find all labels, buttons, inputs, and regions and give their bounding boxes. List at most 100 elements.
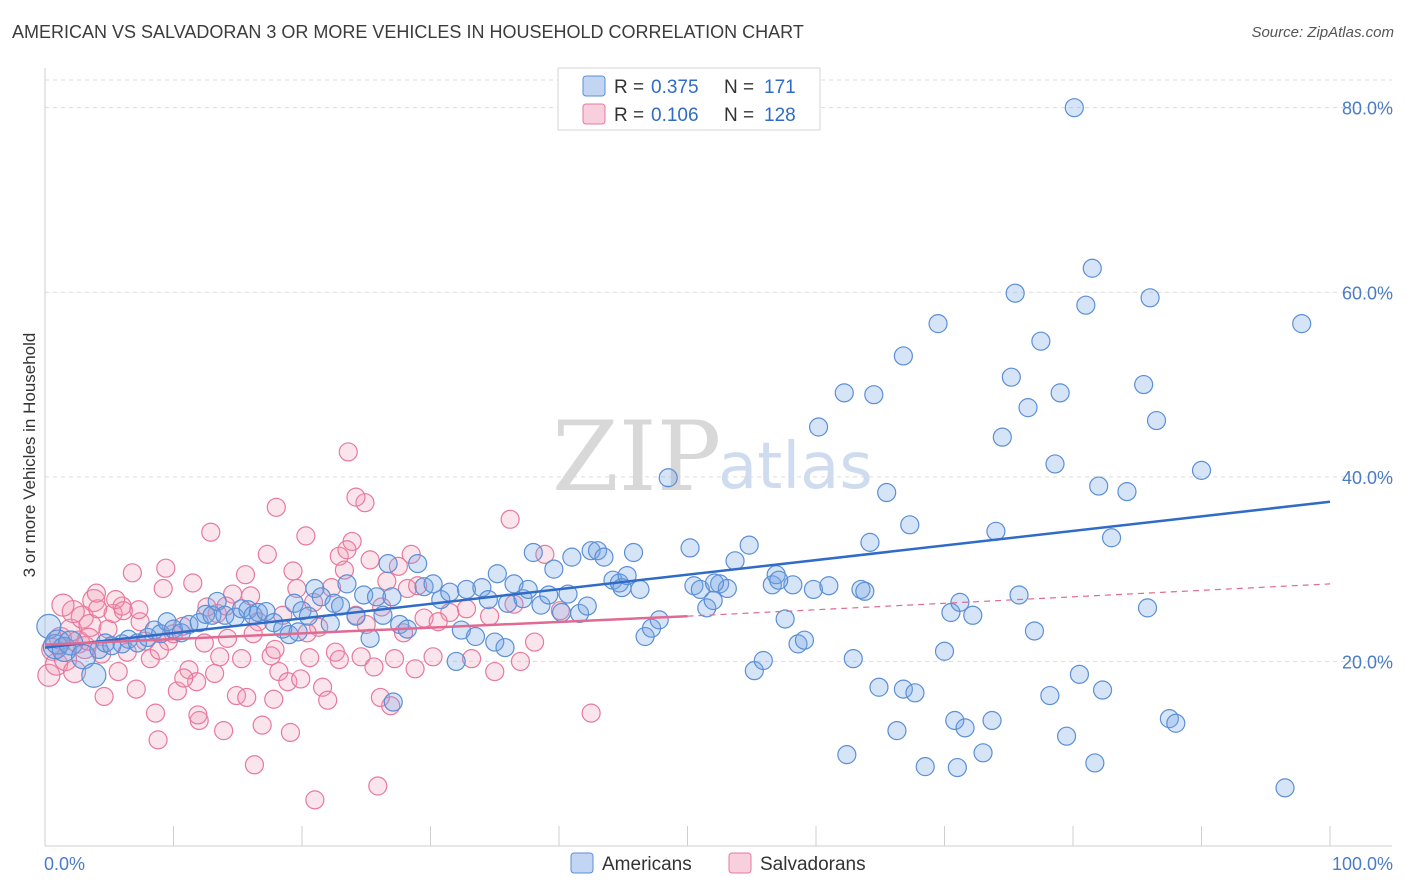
american-point-70 xyxy=(531,595,551,615)
legend-n-value-2: 128 xyxy=(764,105,796,126)
american-point-56 xyxy=(446,651,466,672)
american-point-80 xyxy=(594,547,614,567)
american-point-144 xyxy=(1045,454,1065,474)
correlation-legend: R = 0.375 N = 171 R = 0.106 N = 128 xyxy=(557,67,821,131)
salvadoran-point-80 xyxy=(384,649,405,669)
american-point-119 xyxy=(877,482,897,503)
salvadoran-point-58 xyxy=(291,669,311,689)
salvadoran-point-111 xyxy=(264,689,284,709)
salvadoran-point-98 xyxy=(243,624,263,644)
american-point-162 xyxy=(1275,778,1295,798)
salvadoran-point-45 xyxy=(235,565,256,585)
salvadoran-point-116 xyxy=(462,649,482,669)
salvadoran-point-119 xyxy=(174,668,194,688)
american-point-93 xyxy=(690,579,710,600)
american-point-90 xyxy=(658,468,678,488)
source-label: Source: ZipAtlas.com xyxy=(1251,24,1394,41)
american-point-63 xyxy=(487,564,507,584)
series-label-americans: Americans xyxy=(602,854,692,875)
salvadoran-point-34 xyxy=(187,672,207,692)
american-point-85 xyxy=(623,542,644,563)
salvadoran-point-64 xyxy=(318,690,338,710)
american-point-92 xyxy=(684,576,704,596)
american-point-75 xyxy=(562,547,582,567)
american-point-72 xyxy=(544,559,564,579)
legend-r-value-2: 0.106 xyxy=(651,105,699,126)
american-point-111 xyxy=(834,383,854,403)
salvadoran-point-123 xyxy=(266,497,286,517)
salvadorans-points xyxy=(37,442,601,810)
american-point-105 xyxy=(783,575,803,595)
american-point-132 xyxy=(963,605,983,625)
american-point-143 xyxy=(1040,685,1060,706)
american-point-166 xyxy=(383,692,403,712)
y-tick-label-60: 60.0% xyxy=(1342,283,1393,303)
legend-r-label-1: R = xyxy=(614,77,644,98)
american-point-152 xyxy=(1092,680,1113,700)
american-point-165 xyxy=(288,622,308,642)
legend-n-value-1: 171 xyxy=(764,77,796,98)
salvadoran-point-47 xyxy=(244,755,265,775)
salvadoran-point-21 xyxy=(126,679,146,699)
american-point-69 xyxy=(523,542,543,563)
american-point-135 xyxy=(986,521,1006,541)
legend-n-label-2: N = xyxy=(724,105,754,126)
salvadoran-point-92 xyxy=(510,651,531,672)
american-point-42 xyxy=(337,574,357,594)
american-point-104 xyxy=(775,609,795,629)
salvadoran-point-38 xyxy=(205,663,225,684)
american-point-163 xyxy=(1292,314,1312,334)
salvadoran-point-93 xyxy=(524,632,545,652)
american-point-141 xyxy=(1024,621,1045,641)
x-tick-label-min: 0.0% xyxy=(44,854,85,874)
american-point-145 xyxy=(1050,383,1070,403)
salvadoran-point-86 xyxy=(423,647,443,667)
salvadoran-point-121 xyxy=(86,583,107,603)
salvadoran-point-37 xyxy=(201,522,221,542)
series-label-salvadorans: Salvadorans xyxy=(760,854,866,875)
legend-n-label-1: N = xyxy=(724,77,754,98)
american-point-140 xyxy=(1018,398,1038,418)
american-point-68 xyxy=(518,579,538,600)
salvadoran-point-108 xyxy=(149,640,169,660)
salvadoran-point-39 xyxy=(210,647,230,667)
american-point-76 xyxy=(569,603,590,624)
y-tick-label-40: 40.0% xyxy=(1342,468,1393,488)
american-point-133 xyxy=(973,743,993,763)
american-point-151 xyxy=(1089,476,1109,496)
american-point-64 xyxy=(495,637,515,658)
american-point-106 xyxy=(788,634,808,654)
salvadoran-point-96 xyxy=(581,703,601,723)
salvadoran-point-75 xyxy=(364,657,384,677)
american-point-0 xyxy=(36,613,62,639)
legend-swatch-americans xyxy=(582,75,606,97)
american-point-66 xyxy=(504,574,524,594)
american-point-51 xyxy=(408,553,428,574)
american-point-170 xyxy=(947,757,967,778)
american-point-16 xyxy=(157,612,177,632)
salvadoran-point-99 xyxy=(156,558,176,578)
tick-labels: 20.0% 40.0% 60.0% 80.0% 0.0% 100.0% xyxy=(44,99,1393,874)
american-point-137 xyxy=(1001,367,1021,387)
american-point-39 xyxy=(320,613,340,634)
american-point-120 xyxy=(887,721,907,741)
american-point-99 xyxy=(739,535,759,555)
salvadoran-point-114 xyxy=(370,687,390,708)
american-point-89 xyxy=(649,610,669,630)
american-point-149 xyxy=(1076,295,1096,315)
american-point-95 xyxy=(703,590,723,611)
y-axis-title: 3 or more Vehicles in Household xyxy=(20,333,39,578)
legend-box xyxy=(557,67,821,131)
american-point-160 xyxy=(1166,713,1186,733)
salvadoran-point-88 xyxy=(456,599,477,619)
legend-swatch-salvadorans xyxy=(582,103,606,125)
american-point-142 xyxy=(1031,331,1051,351)
american-point-88 xyxy=(641,618,662,638)
salvadoran-point-14 xyxy=(94,686,114,707)
american-point-21 xyxy=(196,604,216,624)
trend-lines xyxy=(44,500,1331,649)
american-point-107 xyxy=(794,630,815,650)
american-point-60 xyxy=(472,577,492,598)
american-point-45 xyxy=(360,628,380,648)
salvadoran-point-26 xyxy=(148,730,168,750)
